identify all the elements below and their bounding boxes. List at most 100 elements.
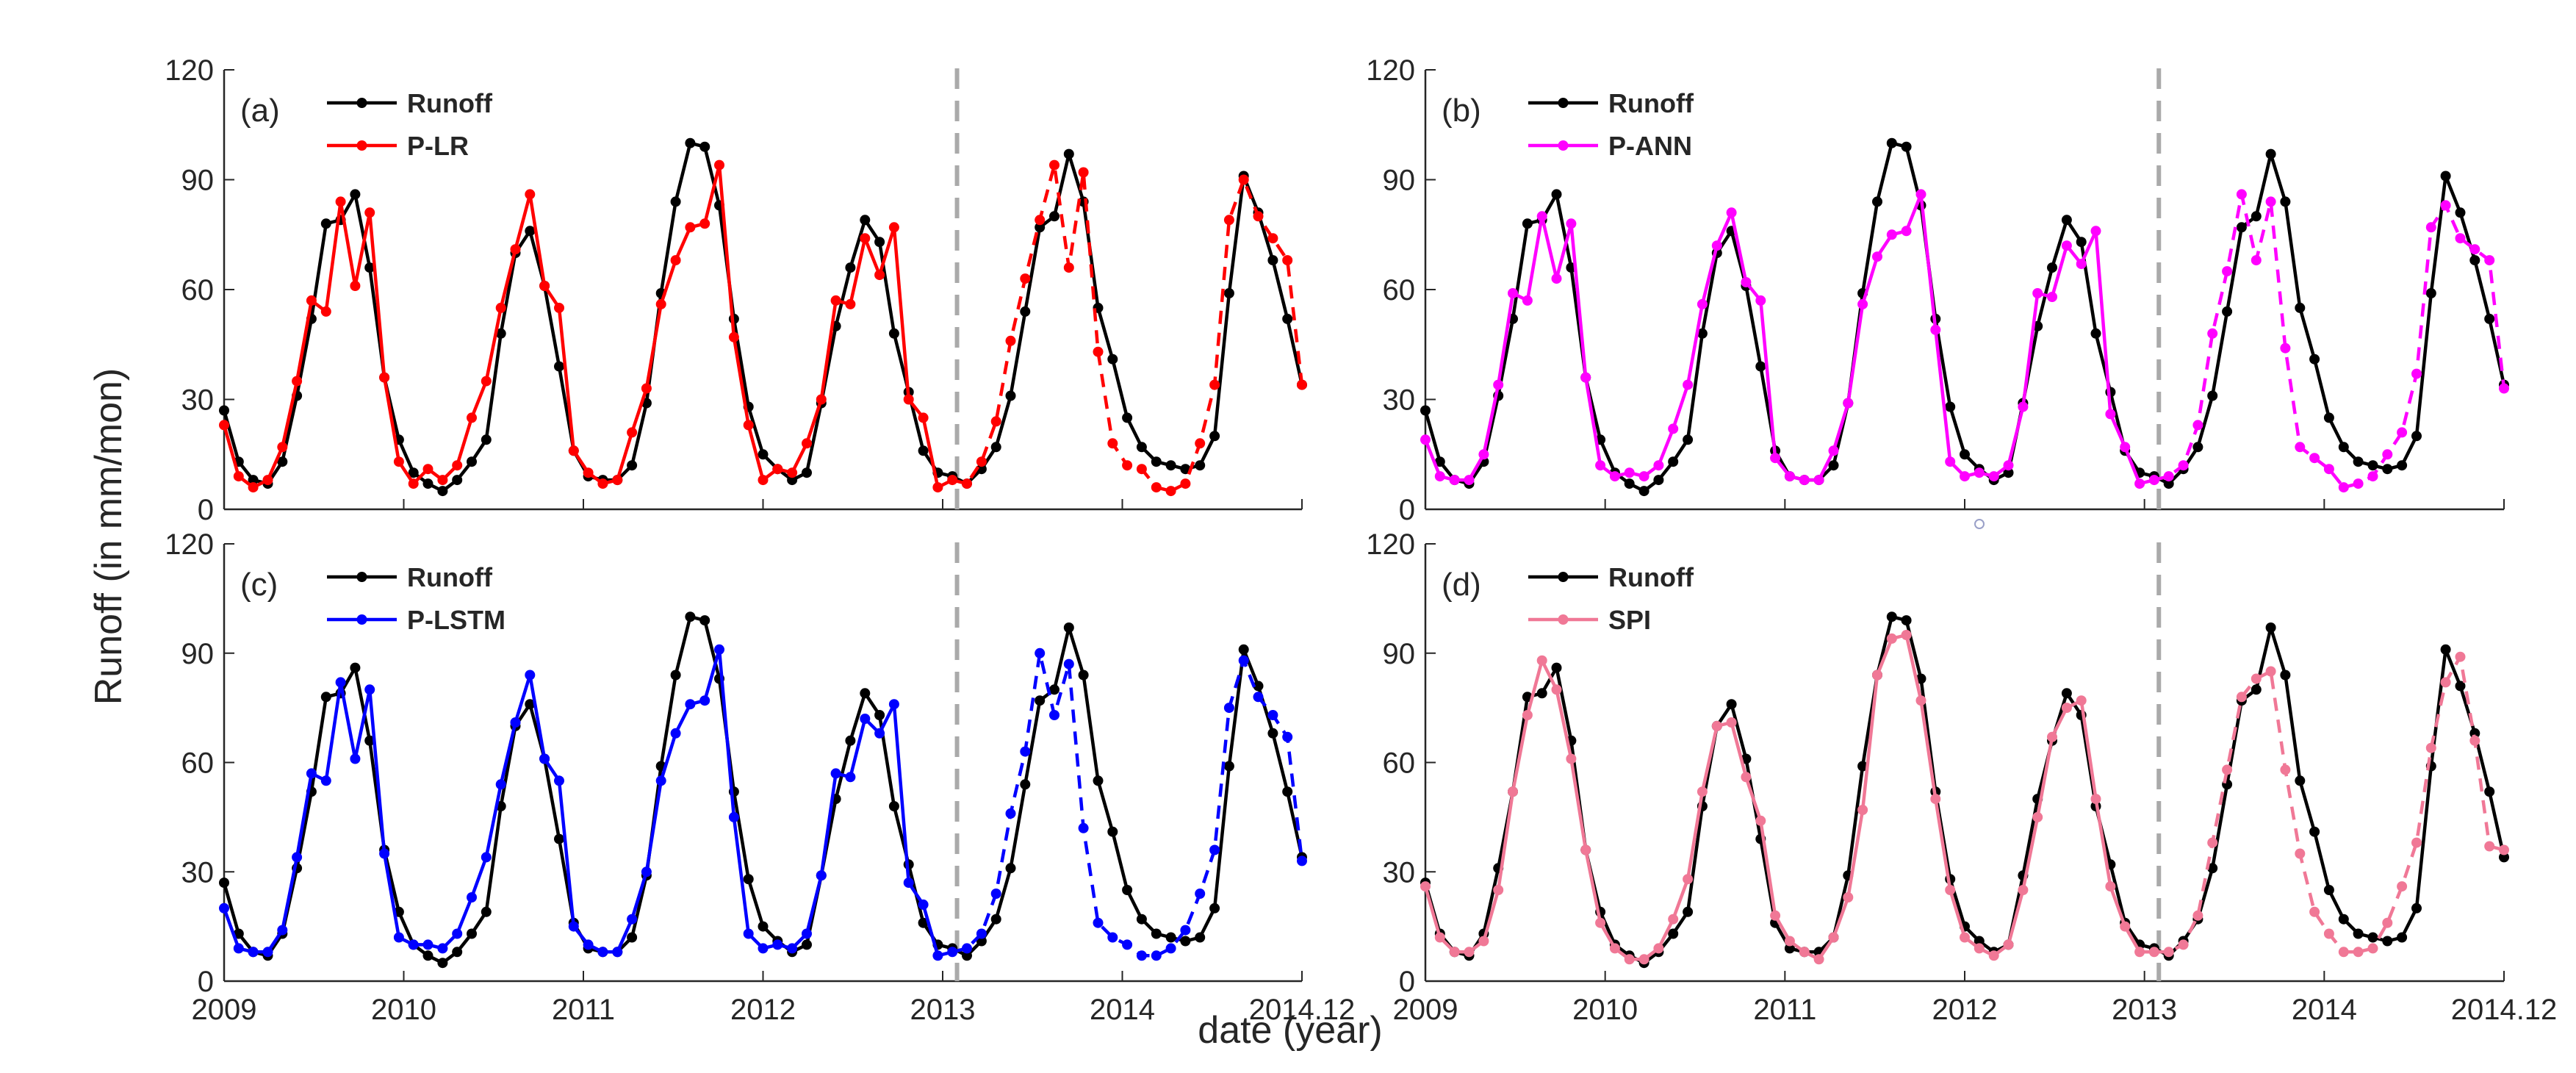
data-point (685, 699, 696, 710)
data-point (2192, 442, 2203, 453)
y-tick-label: 120 (1366, 528, 1415, 561)
data-point (1223, 288, 1234, 298)
y-tick-label: 60 (181, 274, 215, 306)
data-point (2280, 670, 2291, 681)
data-point (2469, 255, 2480, 266)
data-point (481, 852, 492, 863)
data-point (350, 189, 361, 200)
data-point (990, 416, 1001, 427)
data-point (1063, 622, 1074, 633)
legend-marker (356, 572, 367, 582)
data-point (320, 218, 331, 229)
data-point (219, 405, 229, 416)
x-tick-label: 2011 (552, 994, 615, 1026)
data-point (1697, 328, 1708, 339)
data-point (2090, 794, 2101, 805)
data-point (699, 615, 710, 626)
data-point (1872, 196, 1882, 207)
data-point (612, 475, 623, 486)
data-point (2207, 863, 2218, 874)
data-point (758, 921, 769, 932)
data-point (976, 464, 987, 475)
data-point (219, 420, 229, 431)
data-point (1624, 954, 1635, 965)
data-point (2367, 943, 2378, 954)
data-point (2455, 681, 2466, 692)
data-point (1857, 805, 1868, 815)
data-point (583, 939, 594, 950)
data-point (860, 215, 871, 226)
data-point (364, 207, 375, 218)
data-point (874, 728, 885, 739)
data-point (1180, 478, 1191, 489)
data-point (437, 475, 448, 486)
data-point (1078, 822, 1089, 833)
data-point (1434, 932, 1445, 943)
data-point (408, 939, 419, 950)
panel-label: (d) (1442, 567, 1481, 603)
data-point (320, 775, 331, 786)
data-point (2090, 226, 2101, 237)
data-point (1960, 471, 1970, 482)
data-point (1195, 460, 1206, 471)
data-point (2440, 200, 2451, 211)
data-point (1683, 434, 1694, 445)
data-point (2003, 939, 2014, 950)
data-point (2163, 471, 2174, 482)
data-point (1580, 844, 1591, 855)
data-point (525, 699, 536, 710)
x-tick-label: 2010 (371, 994, 436, 1026)
legend-entry: P-LR (407, 131, 469, 161)
data-point (2367, 932, 2378, 943)
data-point (1945, 401, 1956, 412)
data-point (2105, 409, 2116, 420)
data-point (1122, 460, 1133, 471)
data-point (1493, 379, 1504, 390)
legend-marker (1558, 98, 1569, 108)
data-point (758, 449, 769, 460)
data-point (2018, 885, 2029, 895)
data-point (248, 947, 259, 958)
data-point (685, 222, 696, 233)
data-point (990, 442, 1001, 453)
data-point (583, 467, 594, 478)
data-point (932, 482, 943, 493)
y-tick-label: 60 (181, 747, 215, 780)
data-point (1711, 720, 1722, 731)
data-point (2251, 255, 2262, 266)
data-point (976, 456, 987, 467)
data-point (2251, 673, 2262, 684)
data-point (2425, 222, 2436, 233)
data-point (2120, 442, 2131, 453)
data-point (1668, 928, 1679, 939)
data-point (1799, 475, 1810, 486)
data-point (1093, 917, 1104, 928)
data-point (990, 914, 1001, 925)
data-point (1872, 251, 1882, 262)
data-point (1195, 889, 1206, 899)
panel-label: (b) (1442, 93, 1481, 129)
data-point (1536, 655, 1547, 666)
data-point (422, 464, 433, 475)
data-point (335, 196, 346, 207)
x-tick-label: 2013 (910, 994, 976, 1026)
data-point (1267, 710, 1278, 720)
y-tick-label: 60 (1383, 747, 1416, 780)
data-point (306, 768, 317, 779)
data-point (2455, 207, 2466, 218)
data-point (539, 281, 550, 291)
data-point (1267, 728, 1278, 739)
data-point (422, 950, 433, 961)
data-point (2397, 932, 2408, 943)
data-point (874, 710, 885, 720)
x-tick-label: 2012 (730, 994, 796, 1026)
data-point (1420, 405, 1431, 416)
data-point (2484, 255, 2495, 266)
data-point (422, 478, 433, 489)
data-point (1049, 159, 1059, 171)
y-tick-label: 0 (1399, 494, 1415, 526)
data-point (219, 878, 229, 889)
data-point (1238, 174, 1249, 185)
data-point (1005, 863, 1016, 874)
data-point (233, 943, 244, 954)
